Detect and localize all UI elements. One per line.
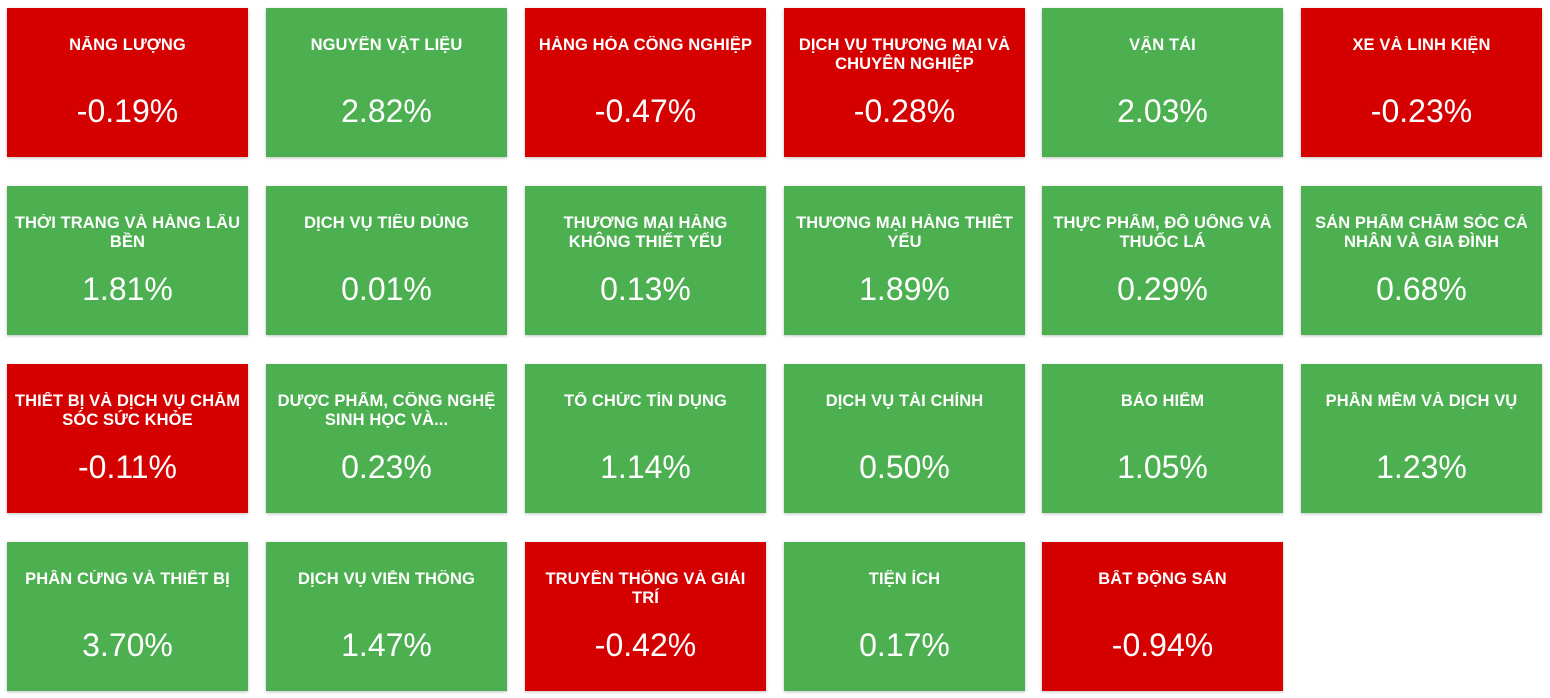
sector-name: PHẦN CỨNG VÀ THIẾT BỊ	[25, 570, 230, 588]
sector-tile-phan-mem-va-dich-vu[interactable]: PHẦN MỀM VÀ DỊCH VỤ 1.23%	[1301, 364, 1542, 513]
sector-change: 1.81%	[82, 271, 173, 307]
sector-name: DỊCH VỤ VIỄN THÔNG	[298, 570, 475, 588]
sector-tile-san-pham-cham-soc-ca-nhan-va-gia-dinh[interactable]: SẢN PHẨM CHĂM SÓC CÁ NHÂN VÀ GIA ĐÌNH 0.…	[1301, 186, 1542, 335]
sector-tile-truyen-thong-va-giai-tri[interactable]: TRUYỀN THÔNG VÀ GIẢI TRÍ -0.42%	[525, 542, 766, 691]
sector-change: 0.50%	[859, 449, 950, 485]
sector-tile-thoi-trang-va-hang-lau-ben[interactable]: THỜI TRANG VÀ HÀNG LÂU BỀN 1.81%	[7, 186, 248, 335]
sector-tile-thuong-mai-hang-thiet-yeu[interactable]: THƯƠNG MẠI HÀNG THIẾT YẾU 1.89%	[784, 186, 1025, 335]
sector-change: 1.47%	[341, 627, 432, 663]
sector-change: 1.23%	[1376, 449, 1467, 485]
sector-tile-bao-hiem[interactable]: BẢO HIỂM 1.05%	[1042, 364, 1283, 513]
sector-tile-xe-va-linh-kien[interactable]: XE VÀ LINH KIỆN -0.23%	[1301, 8, 1542, 157]
sector-tile-dich-vu-tai-chinh[interactable]: DỊCH VỤ TÀI CHÍNH 0.50%	[784, 364, 1025, 513]
sector-name: TỔ CHỨC TÍN DỤNG	[564, 392, 727, 410]
sector-change: 0.68%	[1376, 271, 1467, 307]
sector-tile-thiet-bi-va-dich-vu-cham-soc-suc-khoe[interactable]: THIẾT BỊ VÀ DỊCH VỤ CHĂM SÓC SỨC KHỎE -0…	[7, 364, 248, 513]
sector-name: THỜI TRANG VÀ HÀNG LÂU BỀN	[14, 214, 241, 251]
sector-name: NGUYÊN VẬT LIỆU	[310, 36, 463, 54]
sector-change: 0.01%	[341, 271, 432, 307]
sector-name: DỊCH VỤ TIÊU DÙNG	[304, 214, 469, 232]
sector-tile-dich-vu-tieu-dung[interactable]: DỊCH VỤ TIÊU DÙNG 0.01%	[266, 186, 507, 335]
sector-name: BẤT ĐỘNG SẢN	[1098, 570, 1227, 588]
sector-tile-duoc-pham-cong-nghe-sinh-hoc[interactable]: DƯỢC PHẨM, CÔNG NGHỆ SINH HỌC VÀ... 0.23…	[266, 364, 507, 513]
sector-tile-phan-cung-va-thiet-bi[interactable]: PHẦN CỨNG VÀ THIẾT BỊ 3.70%	[7, 542, 248, 691]
sector-change: -0.19%	[76, 93, 179, 129]
sector-name: TRUYỀN THÔNG VÀ GIẢI TRÍ	[545, 570, 746, 607]
sector-name: THƯƠNG MẠI HÀNG KHÔNG THIẾT YẾU	[563, 214, 728, 251]
sector-change: 1.14%	[600, 449, 691, 485]
sector-tile-thuong-mai-hang-khong-thiet-yeu[interactable]: THƯƠNG MẠI HÀNG KHÔNG THIẾT YẾU 0.13%	[525, 186, 766, 335]
sector-name: THIẾT BỊ VÀ DỊCH VỤ CHĂM SÓC SỨC KHỎE	[14, 392, 241, 429]
sector-change: -0.94%	[1111, 627, 1214, 663]
sector-change: 1.89%	[859, 271, 950, 307]
sector-tile-thuc-pham-do-uong-va-thuoc-la[interactable]: THỰC PHẨM, ĐỒ UỐNG VÀ THUỐC LÁ 0.29%	[1042, 186, 1283, 335]
sector-name: THƯƠNG MẠI HÀNG THIẾT YẾU	[796, 214, 1013, 251]
sector-change: 2.82%	[341, 93, 432, 129]
sector-tile-tien-ich[interactable]: TIỆN ÍCH 0.17%	[784, 542, 1025, 691]
sector-change: -0.28%	[853, 93, 956, 129]
sector-tile-nang-luong[interactable]: NĂNG LƯỢNG -0.19%	[7, 8, 248, 157]
sector-change: 0.29%	[1117, 271, 1208, 307]
sector-tile-bat-dong-san[interactable]: BẤT ĐỘNG SẢN -0.94%	[1042, 542, 1283, 691]
sector-name: XE VÀ LINH KIỆN	[1352, 36, 1491, 54]
sector-change: 3.70%	[82, 627, 173, 663]
sector-name: SẢN PHẨM CHĂM SÓC CÁ NHÂN VÀ GIA ĐÌNH	[1315, 214, 1528, 251]
sector-tile-dich-vu-vien-thong[interactable]: DỊCH VỤ VIỄN THÔNG 1.47%	[266, 542, 507, 691]
sector-change: 0.23%	[341, 449, 432, 485]
sector-change: -0.23%	[1370, 93, 1473, 129]
sector-tile-van-tai[interactable]: VẬN TẢI 2.03%	[1042, 8, 1283, 157]
sector-change: 1.05%	[1117, 449, 1208, 485]
sector-change: -0.42%	[594, 627, 697, 663]
sector-tile-nguyen-vat-lieu[interactable]: NGUYÊN VẬT LIỆU 2.82%	[266, 8, 507, 157]
sector-name: PHẦN MỀM VÀ DỊCH VỤ	[1325, 392, 1518, 410]
sector-name: DỊCH VỤ THƯƠNG MẠI VÀ CHUYÊN NGHIỆP	[798, 36, 1011, 73]
sector-tile-hang-hoa-cong-nghiep[interactable]: HÀNG HÓA CÔNG NGHIỆP -0.47%	[525, 8, 766, 157]
sector-name: VẬN TẢI	[1129, 36, 1196, 54]
sector-change: 0.13%	[600, 271, 691, 307]
sector-name: TIỆN ÍCH	[868, 570, 941, 588]
sector-name: THỰC PHẨM, ĐỒ UỐNG VÀ THUỐC LÁ	[1053, 214, 1272, 251]
sector-change: 0.17%	[859, 627, 950, 663]
sector-name: BẢO HIỂM	[1120, 392, 1205, 410]
sector-tile-dich-vu-thuong-mai-va-chuyen-nghiep[interactable]: DỊCH VỤ THƯƠNG MẠI VÀ CHUYÊN NGHIỆP -0.2…	[784, 8, 1025, 157]
sector-change: -0.47%	[594, 93, 697, 129]
sector-name: DỊCH VỤ TÀI CHÍNH	[825, 392, 984, 410]
sector-name: DƯỢC PHẨM, CÔNG NGHỆ SINH HỌC VÀ...	[277, 392, 496, 429]
sector-name: NĂNG LƯỢNG	[69, 36, 186, 54]
sector-change: 2.03%	[1117, 93, 1208, 129]
sector-tile-to-chuc-tin-dung[interactable]: TỔ CHỨC TÍN DỤNG 1.14%	[525, 364, 766, 513]
sector-change: -0.11%	[77, 449, 177, 485]
sector-name: HÀNG HÓA CÔNG NGHIỆP	[538, 36, 753, 54]
